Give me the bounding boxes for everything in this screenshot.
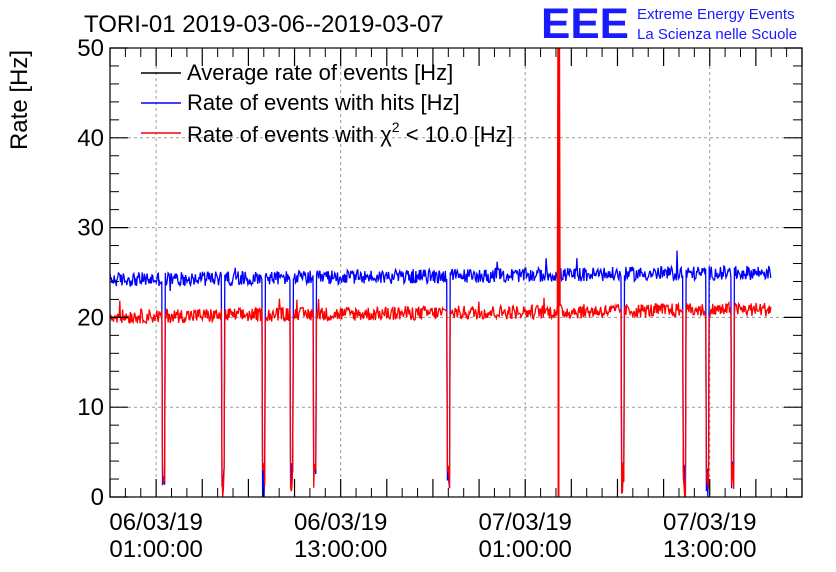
- axis-ticks: [109, 47, 803, 498]
- x-tick-time: 01:00:00: [109, 536, 202, 563]
- legend-label-chi2: Rate of events with χ2 < 10.0 [Hz]: [187, 119, 513, 147]
- x-tick-time: 01:00:00: [478, 536, 571, 563]
- y-tick-label: 30: [77, 215, 104, 242]
- series-line-1: [110, 250, 772, 497]
- legend: Average rate of events [Hz] Rate of even…: [141, 60, 513, 147]
- series-line-2: [110, 48, 772, 497]
- y-tick-label: 0: [91, 484, 104, 511]
- x-tick-labels: 06/03/1901:00:0006/03/1913:00:0007/03/19…: [109, 509, 756, 563]
- legend-entry-hits: Rate of events with hits [Hz]: [141, 90, 460, 115]
- series-layer: [110, 48, 772, 497]
- y-tick-label: 50: [77, 35, 104, 62]
- x-tick-date: 07/03/19: [478, 509, 571, 536]
- chart-title: TORI-01 2019-03-06--2019-03-07: [84, 11, 444, 38]
- x-tick-date: 06/03/19: [109, 509, 202, 536]
- legend-entry-chi2: Rate of events with χ2 < 10.0 [Hz]: [141, 119, 513, 147]
- x-tick-time: 13:00:00: [663, 536, 756, 563]
- x-tick-time: 13:00:00: [294, 536, 387, 563]
- logo-line2: La Scienza nelle Scuole: [637, 26, 797, 43]
- y-axis-label: Rate [Hz]: [6, 50, 33, 150]
- eee-logo: EEE Extreme Energy Events La Scienza nel…: [541, 0, 797, 48]
- logo-line1: Extreme Energy Events: [637, 6, 795, 23]
- x-tick-date: 06/03/19: [294, 509, 387, 536]
- legend-label-hits: Rate of events with hits [Hz]: [187, 90, 460, 115]
- legend-label-average: Average rate of events [Hz]: [187, 60, 453, 85]
- legend-chi2-part1: Rate of events with: [187, 122, 380, 147]
- y-tick-labels: 0 10 20 30 40 50: [77, 35, 104, 511]
- plot-frame: [109, 47, 803, 498]
- y-tick-label: 10: [77, 394, 104, 421]
- y-tick-label: 40: [77, 125, 104, 152]
- logo-mark: EEE: [541, 0, 629, 48]
- legend-entry-average: Average rate of events [Hz]: [141, 60, 453, 85]
- legend-chi2-sup: 2: [392, 119, 400, 135]
- legend-chi2-symbol: χ: [380, 122, 392, 147]
- y-tick-label: 20: [77, 304, 104, 331]
- legend-chi2-part2: < 10.0 [Hz]: [400, 122, 513, 147]
- x-tick-date: 07/03/19: [663, 509, 756, 536]
